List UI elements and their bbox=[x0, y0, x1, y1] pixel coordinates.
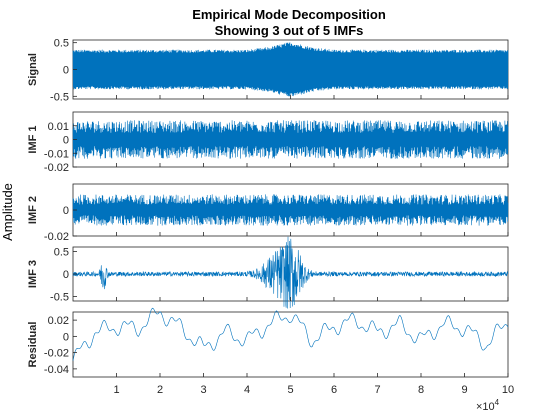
xtick-label: 6 bbox=[331, 384, 337, 396]
figure-title-line1: Empirical Mode Decomposition bbox=[192, 7, 386, 22]
ytick-label: -0.5 bbox=[50, 292, 69, 304]
ytick-label: -0.01 bbox=[44, 148, 69, 160]
series-line-signal bbox=[72, 42, 509, 97]
ytick-label: -0.02 bbox=[44, 162, 69, 174]
xtick-label: 9 bbox=[461, 384, 467, 396]
super-ylabel: Amplitude bbox=[0, 183, 15, 241]
panel-ylabel: Residual bbox=[27, 322, 39, 368]
ytick-label: 0 bbox=[63, 205, 69, 217]
ytick-label: 0 bbox=[63, 269, 69, 281]
xtick-label: 10 bbox=[502, 384, 514, 396]
x-exponent-base: ×10 bbox=[476, 401, 495, 413]
panel-imf-1: -0.02 -0.010 0.01 IMF 1 bbox=[27, 111, 509, 174]
panel-ylabel: IMF 3 bbox=[27, 260, 39, 288]
ytick-label: -0.04 bbox=[44, 364, 69, 376]
ytick-label: 0.02 bbox=[48, 315, 69, 327]
figure-title-line2: Showing 3 out of 5 IMFs bbox=[215, 23, 364, 38]
series-line-imf-2 bbox=[72, 194, 509, 226]
x-exponent-power: 4 bbox=[495, 398, 500, 407]
xtick-label: 3 bbox=[200, 384, 206, 396]
series-line-imf-3 bbox=[72, 236, 509, 309]
ytick-label: 0 bbox=[63, 331, 69, 343]
ytick-label: 0 bbox=[63, 65, 69, 77]
xtick-label: 2 bbox=[157, 384, 163, 396]
ytick-label: -0.02 bbox=[44, 231, 69, 243]
panel-ylabel: IMF 2 bbox=[27, 196, 39, 224]
axes-box-residual bbox=[72, 311, 509, 378]
xtick-label: 1 bbox=[113, 384, 119, 396]
xtick-label: 5 bbox=[287, 384, 293, 396]
ytick-label: 0.5 bbox=[54, 38, 69, 50]
x-axis-labels: 1 2 3 4 5 6 7 8 9 10 bbox=[113, 384, 514, 396]
ytick-label: -0.02 bbox=[44, 348, 69, 360]
x-exponent: ×104 bbox=[476, 398, 500, 413]
panel-imf-2: -0.02 0 IMF 2 bbox=[27, 183, 509, 243]
series-line-residual bbox=[72, 307, 509, 361]
ytick-label: 0.5 bbox=[54, 247, 69, 259]
panel-ylabel: IMF 1 bbox=[27, 125, 39, 153]
ytick-label: 0 bbox=[63, 135, 69, 147]
ytick-label: -0.5 bbox=[50, 91, 69, 103]
xtick-label: 4 bbox=[244, 384, 250, 396]
panel-imf-3: -0.5 0 0.5 IMF 3 bbox=[27, 236, 509, 309]
xtick-label: 7 bbox=[374, 384, 380, 396]
panel-signal: -0.5 0 0.5 Signal bbox=[27, 38, 509, 103]
panel-residual: -0.04 -0.02 0 0.02 Residual bbox=[27, 307, 509, 378]
xtick-label: 8 bbox=[418, 384, 424, 396]
ytick-label: 0.01 bbox=[48, 121, 69, 133]
panel-ylabel: Signal bbox=[27, 53, 39, 86]
series-line-imf-1 bbox=[72, 120, 509, 159]
